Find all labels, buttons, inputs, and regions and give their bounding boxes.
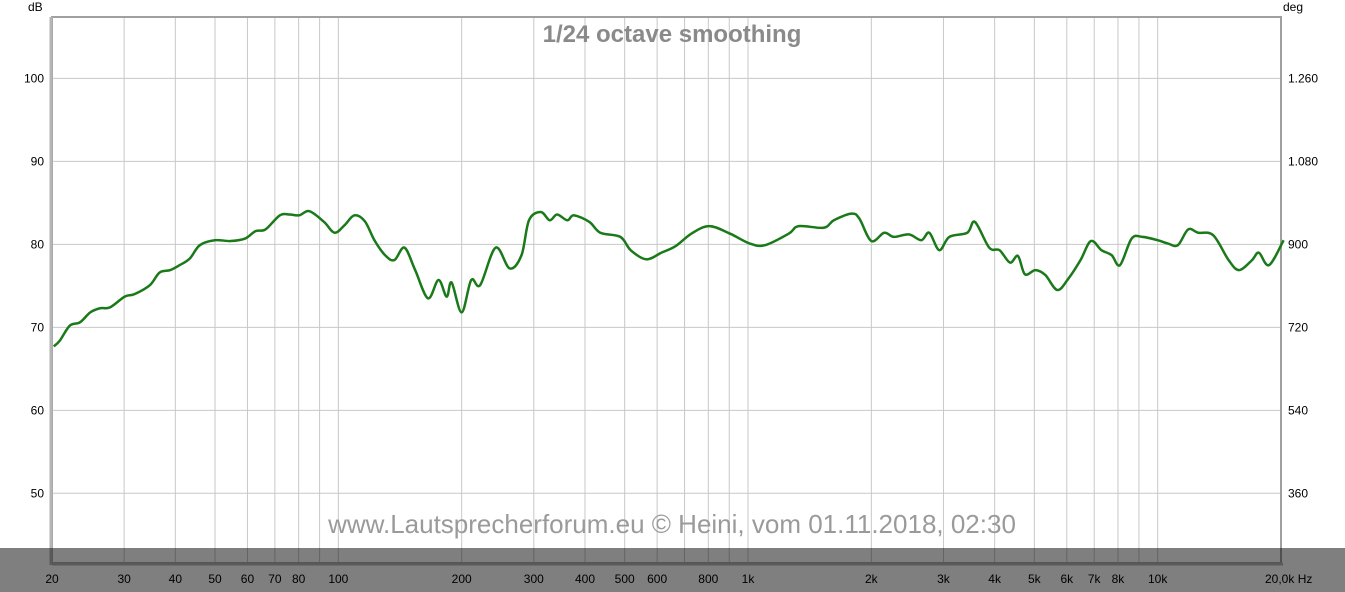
x-tick-label: 2k — [865, 572, 879, 586]
y2-tick-label: 1.260 — [1288, 71, 1318, 85]
x-tick-label: 70 — [268, 572, 282, 586]
x-tick-label: 600 — [647, 572, 667, 586]
x-tick-label: 40 — [169, 572, 183, 586]
y-tick-label: 90 — [31, 154, 45, 168]
x-tick-label: 100 — [328, 572, 348, 586]
x-tick-label: 10k — [1148, 572, 1168, 586]
y2-tick-label: 1.080 — [1288, 154, 1318, 168]
x-tick-label: 4k — [988, 572, 1002, 586]
x-tick-label: 3k — [937, 572, 951, 586]
series — [52, 209, 1285, 348]
x-tick-label: 80 — [292, 572, 306, 586]
x-tick-label: 50 — [208, 572, 222, 586]
x-tick-label: 400 — [575, 572, 595, 586]
y2-tick-label: 900 — [1288, 237, 1308, 251]
y2-axis-label: deg — [1283, 0, 1303, 14]
watermark-band — [0, 548, 1345, 592]
x-tick-label: 800 — [698, 572, 718, 586]
y2-tick-label: 720 — [1288, 320, 1308, 334]
y2-tick-label: 540 — [1288, 403, 1308, 417]
x-tick-label: 1k — [742, 572, 756, 586]
watermark-text: www.Lautsprecherforum.eu © Heini, vom 01… — [327, 509, 1016, 539]
x-tick-label: 20 — [45, 572, 59, 586]
x-tick-label: 200 — [452, 572, 472, 586]
chart-title: 1/24 octave smoothing — [543, 21, 802, 48]
x-tick-label: 500 — [615, 572, 635, 586]
y2-axis-ticks: 1.260 1.080 900 720 540 360 — [1288, 71, 1318, 500]
y-tick-label: 70 — [31, 320, 45, 334]
grid — [51, 17, 1282, 563]
x-tick-label: 300 — [524, 572, 544, 586]
response-curve — [52, 209, 1285, 348]
x-tick-label: 6k — [1060, 572, 1074, 586]
y-tick-label: 60 — [31, 403, 45, 417]
y-tick-label: 100 — [24, 71, 44, 85]
y-axis-label: dB — [28, 0, 43, 14]
x-tick-label: 5k — [1028, 572, 1042, 586]
x-tick-label: 30 — [117, 572, 131, 586]
x-tick-label: 7k — [1088, 572, 1102, 586]
y2-tick-label: 360 — [1288, 486, 1308, 500]
y-tick-label: 50 — [31, 486, 45, 500]
y-tick-label: 80 — [31, 237, 45, 251]
y-axis-ticks: 100 90 80 70 60 50 — [24, 71, 44, 500]
x-tick-label: 20,0k Hz — [1265, 572, 1312, 586]
x-tick-label: 8k — [1112, 572, 1126, 586]
x-tick-label: 60 — [241, 572, 255, 586]
plot-background — [52, 17, 1281, 563]
x-axis-ticks: 20 30 40 50 60 70 80 100 200 300 400 500 600 800 1k 2k 3… — [45, 572, 1312, 586]
